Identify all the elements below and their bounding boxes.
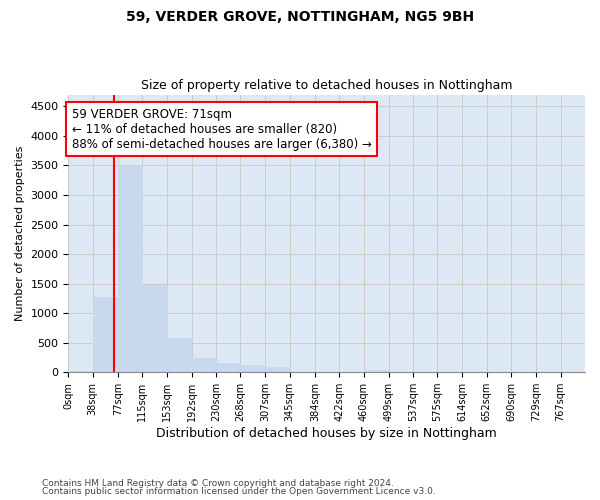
Bar — [364, 370, 388, 372]
Bar — [241, 365, 265, 372]
Bar — [265, 368, 290, 372]
Bar — [118, 166, 142, 372]
Bar — [167, 338, 191, 372]
Bar — [191, 358, 216, 372]
Bar — [68, 371, 93, 372]
Text: 59, VERDER GROVE, NOTTINGHAM, NG5 9BH: 59, VERDER GROVE, NOTTINGHAM, NG5 9BH — [126, 10, 474, 24]
Text: 59 VERDER GROVE: 71sqm
← 11% of detached houses are smaller (820)
88% of semi-de: 59 VERDER GROVE: 71sqm ← 11% of detached… — [71, 108, 371, 150]
Y-axis label: Number of detached properties: Number of detached properties — [15, 146, 25, 321]
Bar — [216, 364, 241, 372]
Bar — [142, 286, 167, 372]
X-axis label: Distribution of detached houses by size in Nottingham: Distribution of detached houses by size … — [157, 427, 497, 440]
Bar — [93, 296, 117, 372]
Text: Contains HM Land Registry data © Crown copyright and database right 2024.: Contains HM Land Registry data © Crown c… — [42, 478, 394, 488]
Text: Contains public sector information licensed under the Open Government Licence v3: Contains public sector information licen… — [42, 487, 436, 496]
Title: Size of property relative to detached houses in Nottingham: Size of property relative to detached ho… — [141, 79, 512, 92]
